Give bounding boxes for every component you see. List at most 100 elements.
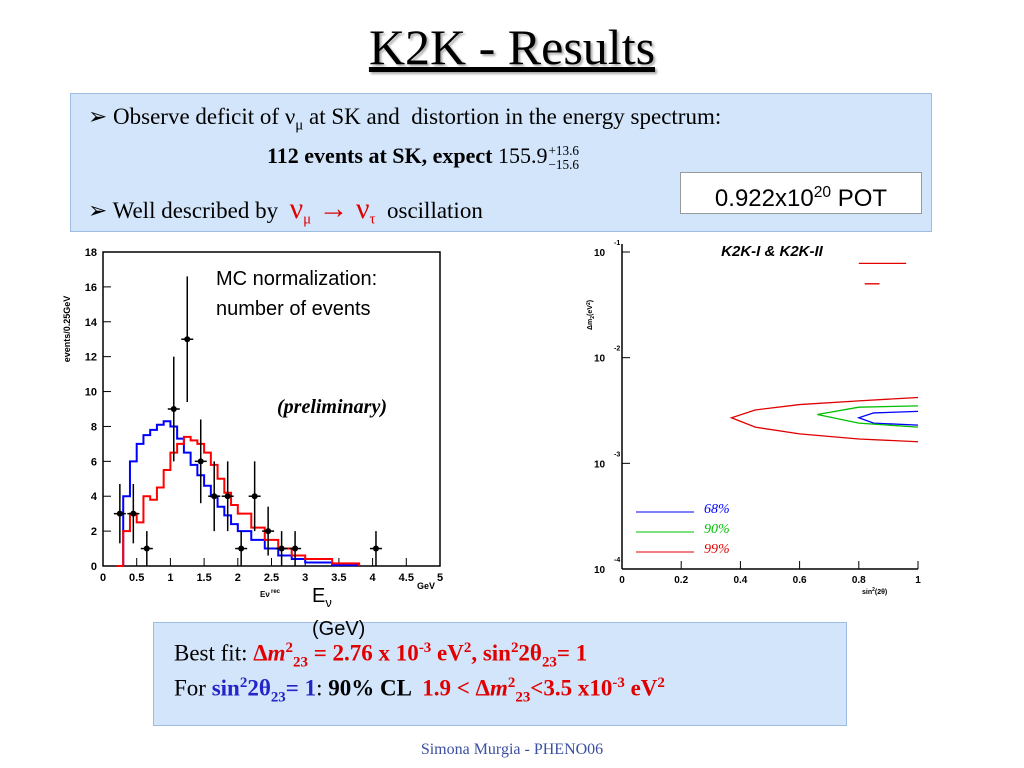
slide-title: K2K - Results <box>368 19 656 75</box>
x-axis-label-part: sin <box>862 589 872 596</box>
x-axis-label-part: (2θ) <box>875 589 887 596</box>
x-tick-label: 3 <box>302 572 308 584</box>
y-tick-label: 18 <box>85 247 97 259</box>
text-segment: m <box>267 640 286 666</box>
text-segment: Δ <box>253 640 268 666</box>
text-segment: : <box>316 675 329 701</box>
text-segment: = 1 <box>556 640 588 666</box>
x-tick-label: 1 <box>167 572 173 584</box>
text-segment: -3 <box>418 640 432 656</box>
y-tick-exponent: -2 <box>614 346 620 353</box>
text-segment: ν <box>325 595 332 610</box>
text-segment: 2θ <box>518 640 542 666</box>
cl-range: For sin22θ23= 1: 90% CL 1.9 < Δm223<3.5 … <box>174 675 665 706</box>
data-point <box>130 510 137 517</box>
text-segment: 23 <box>515 689 531 706</box>
x-tick-label: 0.4 <box>733 575 747 586</box>
y-tick-label: 10 <box>594 354 606 365</box>
legend-label: 90% <box>704 522 730 537</box>
data-point <box>238 545 245 552</box>
y-tick-label: 8 <box>91 421 97 433</box>
y-tick-exponent: -1 <box>614 240 620 247</box>
energy-label: Eν <box>312 585 332 610</box>
data-point <box>265 528 272 535</box>
x-tick-label: 4.5 <box>399 572 414 584</box>
data-point <box>211 493 218 500</box>
result-box <box>153 622 847 726</box>
text-segment: ν <box>289 192 304 225</box>
text-segment: -3 <box>612 675 625 691</box>
plot-frame <box>102 251 441 567</box>
text-segment: m <box>489 675 508 701</box>
text-segment: 2 <box>510 640 519 656</box>
x-tick-label: 0.2 <box>674 575 688 586</box>
text-segment: 2 <box>239 675 248 691</box>
text-segment: , sin <box>471 640 511 666</box>
mc-histogram <box>116 435 361 567</box>
text-segment: 23 <box>270 689 286 706</box>
x-tick-label: 2.5 <box>264 572 279 584</box>
y-tick-label: 2 <box>91 526 97 538</box>
stack-text: +13.6 <box>548 143 579 159</box>
events-line: 112 events at SK, expect 155.9 +13.6 −15.6 <box>267 143 579 172</box>
text-segment: μ <box>303 211 312 228</box>
text-segment: 90% CL <box>328 675 411 701</box>
x-tick-label: 0.5 <box>129 572 144 584</box>
data-point <box>184 336 191 343</box>
data-point <box>278 545 285 552</box>
text-segment: → <box>311 192 356 225</box>
y-axis-label-part: (eV <box>587 305 594 316</box>
chart-title: K2K-I & K2K-II <box>721 243 824 260</box>
data-point <box>224 493 231 500</box>
x-tick-label: 0.8 <box>852 575 866 586</box>
text-segment: 23 <box>541 654 557 671</box>
y-axis-label-part: Δm <box>587 319 594 330</box>
text-segment: μ <box>295 117 304 134</box>
annotation: MC normalization: <box>216 268 377 290</box>
text-segment: 112 events at SK, expect <box>267 143 493 168</box>
data-point <box>197 458 204 465</box>
y-tick-label: 4 <box>91 491 98 503</box>
y-tick-label: 10 <box>594 565 606 576</box>
x-tick-label: 4 <box>370 572 377 584</box>
x-tick-label: 2 <box>235 572 241 584</box>
y-tick-exponent: -4 <box>614 557 620 564</box>
text-segment: ➢ Well described by <box>88 198 290 223</box>
x-axis-label-part: 2 <box>872 587 875 593</box>
footer: Simona Murgia - PHENO06 <box>420 741 604 758</box>
mc-histogram <box>116 420 361 567</box>
x-tick-label: 0 <box>100 572 106 584</box>
x-axis-label: sin2(2θ) <box>862 587 887 596</box>
text-segment: 2 <box>463 640 472 656</box>
data-point <box>116 510 123 517</box>
text-segment: ν <box>284 104 296 129</box>
text-segment: For <box>174 675 212 701</box>
x-tick-label: 1.5 <box>196 572 211 584</box>
x-axis-unit: GeV <box>417 581 435 591</box>
text-segment: = 1 <box>285 675 317 701</box>
x-axis-label-sup: rec <box>271 589 281 595</box>
text-segment: 20 <box>813 184 832 201</box>
y-tick-label: 12 <box>85 352 97 364</box>
annotation: (preliminary) <box>277 396 387 418</box>
data-point <box>372 545 379 552</box>
x-axis-label: Eν <box>260 590 270 599</box>
text-segment: oscillation <box>375 198 483 223</box>
y-tick-label: 0 <box>91 561 97 573</box>
y-axis-label-part: ) <box>587 300 594 302</box>
bullet: ➢ Observe deficit of νμ at SK and distor… <box>88 104 721 135</box>
text-segment: = 2.76 x 10 <box>307 640 419 666</box>
legend-label: 99% <box>704 542 730 557</box>
contour <box>817 405 919 428</box>
text-segment: <3.5 x10 <box>530 675 613 701</box>
text-segment: 2 <box>657 675 665 691</box>
contour <box>729 262 919 443</box>
text-segment: 23 <box>293 654 308 671</box>
y-tick-label: 16 <box>85 282 97 294</box>
text-segment: eV <box>431 640 464 666</box>
x-tick-label: 0.6 <box>793 575 807 586</box>
text-segment: 0.922x10 <box>714 185 814 212</box>
text-segment: 155.9 <box>492 143 548 168</box>
pot-box: 0.922x1020 POT <box>680 172 922 214</box>
